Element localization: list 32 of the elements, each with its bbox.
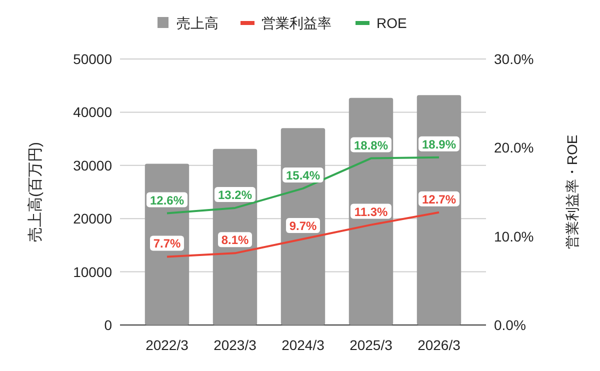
y-tick-label: 0 (104, 317, 112, 333)
y2-tick-label: 20.0% (494, 140, 534, 156)
legend-label: ROE (376, 15, 407, 31)
x-tick-label: 2026/3 (418, 337, 461, 353)
y-tick-label: 40000 (73, 104, 112, 120)
y2-axis-title: 営業利益率・ROE (564, 134, 580, 250)
y-tick-label: 30000 (73, 157, 112, 174)
y2-tick-label: 10.0% (494, 228, 534, 244)
data-label: 18.9% (422, 137, 456, 152)
x-tick-label: 2025/3 (350, 337, 393, 353)
bar (348, 98, 394, 325)
x-tick-label: 2023/3 (214, 337, 257, 353)
bar (416, 95, 462, 325)
data-label: 8.1% (221, 233, 249, 248)
x-tick-label: 2022/3 (146, 337, 189, 353)
legend-label: 営業利益率 (262, 15, 332, 31)
y2-tick-label: 0.0% (494, 317, 526, 333)
y-tick-label: 10000 (73, 264, 112, 280)
data-label: 9.7% (289, 218, 317, 233)
y-axis-title: 売上高(百万円) (27, 142, 44, 242)
data-label: 11.3% (354, 204, 388, 219)
legend-label: 売上高 (176, 15, 218, 31)
data-label: 13.2% (218, 188, 252, 202)
data-label: 15.4% (286, 168, 320, 182)
y-tick-label: 50000 (73, 51, 112, 67)
data-label: 7.7% (153, 236, 181, 251)
data-label: 12.7% (422, 192, 456, 206)
y-tick-label: 20000 (73, 210, 112, 227)
data-label: 18.8% (354, 138, 388, 152)
data-label: 12.6% (150, 193, 184, 208)
y2-tick-label: 30.0% (494, 51, 534, 67)
x-tick-label: 2024/3 (282, 337, 325, 353)
